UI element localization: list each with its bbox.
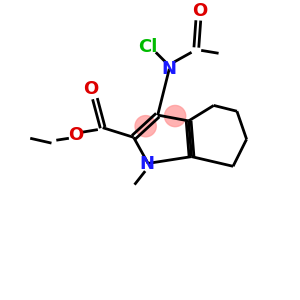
Text: N: N [162, 60, 177, 78]
Text: O: O [192, 2, 207, 20]
Text: Cl: Cl [138, 38, 158, 56]
Text: O: O [83, 80, 99, 98]
Text: O: O [68, 126, 83, 144]
Circle shape [135, 116, 156, 137]
Text: N: N [140, 155, 154, 173]
Circle shape [164, 105, 186, 127]
